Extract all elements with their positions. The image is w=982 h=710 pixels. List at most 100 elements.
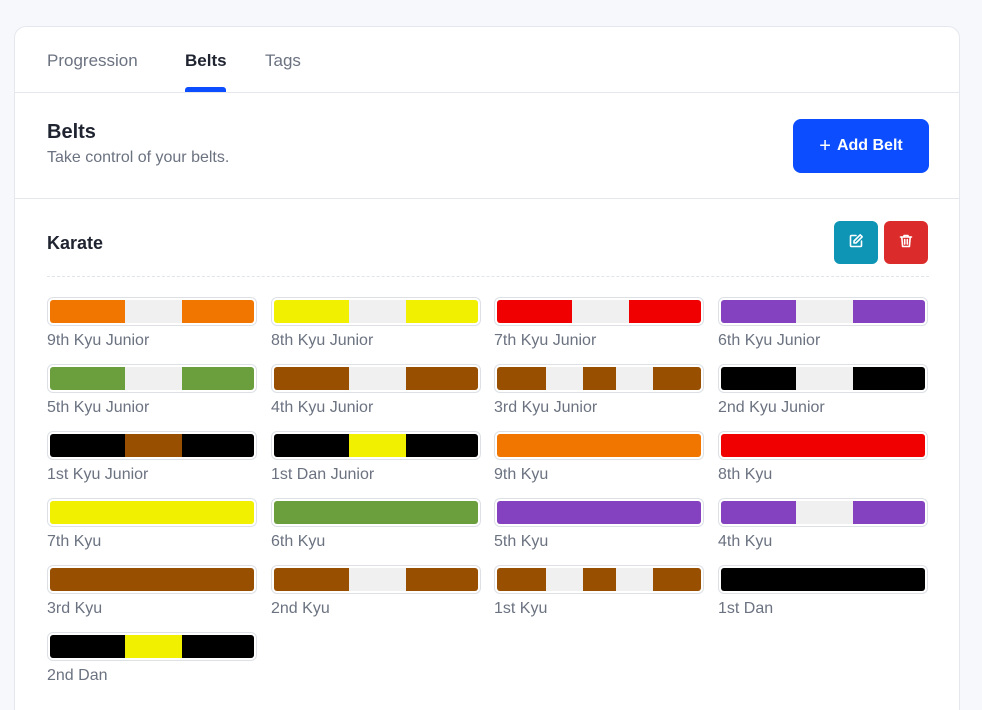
belt-label: 2nd Kyu	[271, 600, 330, 617]
belt-shade	[497, 501, 701, 524]
belt-item[interactable]: 4th Kyu Junior	[271, 364, 481, 417]
belt-shade	[497, 300, 701, 323]
belt-label: 7th Kyu Junior	[494, 332, 597, 349]
belt-item[interactable]: 7th Kyu Junior	[494, 297, 704, 350]
belt-shade	[274, 300, 478, 323]
edit-icon	[848, 233, 864, 252]
belt-item[interactable]: 7th Kyu	[47, 498, 257, 551]
belt-label: 1st Dan Junior	[271, 466, 375, 483]
add-belt-button[interactable]: + Add Belt	[793, 119, 929, 173]
belt-shade	[274, 434, 478, 457]
active-tab-indicator	[185, 87, 226, 92]
belt-item[interactable]: 2nd Kyu Junior	[718, 364, 928, 417]
trash-icon	[898, 233, 914, 252]
belt-label: 6th Kyu Junior	[718, 332, 821, 349]
belt-shade	[497, 367, 701, 390]
belt-shade	[50, 568, 254, 591]
belt-item[interactable]: 3rd Kyu	[47, 565, 257, 618]
belt-item[interactable]: 2nd Dan	[47, 632, 257, 685]
belts-card: Progression Belts Tags Belts Take contro…	[14, 26, 960, 710]
belt-swatch	[47, 364, 257, 393]
belt-item[interactable]: 1st Kyu	[494, 565, 704, 618]
belt-label: 4th Kyu Junior	[271, 399, 374, 416]
edit-group-button[interactable]	[834, 221, 878, 264]
delete-group-button[interactable]	[884, 221, 928, 264]
belt-swatch	[718, 297, 928, 326]
belt-swatch	[271, 297, 481, 326]
belt-label: 8th Kyu	[718, 466, 773, 483]
belt-swatch	[47, 297, 257, 326]
belt-item[interactable]: 9th Kyu	[494, 431, 704, 484]
belt-item[interactable]: 8th Kyu	[718, 431, 928, 484]
belt-swatch	[494, 498, 704, 527]
belt-swatch	[494, 565, 704, 594]
belt-label: 9th Kyu Junior	[47, 332, 150, 349]
belt-label: 6th Kyu	[271, 533, 326, 550]
add-belt-label: Add Belt	[836, 137, 903, 154]
tab-progression[interactable]: Progression	[47, 51, 138, 70]
belt-item[interactable]: 5th Kyu	[494, 498, 704, 551]
belt-label: 2nd Kyu Junior	[718, 399, 825, 416]
belt-shade	[274, 568, 478, 591]
belt-swatch	[47, 431, 257, 460]
belt-shade	[50, 300, 254, 323]
belt-label: 4th Kyu	[718, 533, 773, 550]
belt-label: 1st Kyu	[494, 600, 548, 617]
belt-item[interactable]: 4th Kyu	[718, 498, 928, 551]
belt-item[interactable]: 6th Kyu Junior	[718, 297, 928, 350]
belt-label: 5th Kyu Junior	[47, 399, 150, 416]
belt-shade	[721, 367, 925, 390]
belt-swatch	[271, 565, 481, 594]
belt-shade	[50, 501, 254, 524]
belt-label: 1st Dan	[718, 600, 774, 617]
belt-shade	[497, 568, 701, 591]
belt-shade	[497, 434, 701, 457]
belt-item[interactable]: 8th Kyu Junior	[271, 297, 481, 350]
belt-label: 3rd Kyu	[47, 600, 103, 617]
belt-label: 8th Kyu Junior	[271, 332, 374, 349]
belt-swatch	[494, 297, 704, 326]
belt-swatch	[718, 431, 928, 460]
belt-shade	[721, 501, 925, 524]
belt-shade	[721, 300, 925, 323]
belt-swatch	[47, 565, 257, 594]
belt-shade	[721, 568, 925, 591]
belt-shade	[50, 635, 254, 658]
belt-shade	[274, 501, 478, 524]
belt-swatch	[271, 364, 481, 393]
plus-icon: +	[819, 135, 831, 157]
belt-label: 2nd Dan	[47, 667, 108, 684]
belt-swatch	[494, 431, 704, 460]
belt-label: 3rd Kyu Junior	[494, 399, 598, 416]
belt-swatch	[718, 565, 928, 594]
belt-group-title: Karate	[47, 233, 104, 253]
belt-shade	[721, 434, 925, 457]
group-divider	[47, 276, 929, 277]
belt-label: 1st Kyu Junior	[47, 466, 149, 483]
belt-item[interactable]: 3rd Kyu Junior	[494, 364, 704, 417]
belt-item[interactable]: 5th Kyu Junior	[47, 364, 257, 417]
belt-label: 9th Kyu	[494, 466, 549, 483]
tab-tags[interactable]: Tags	[265, 51, 301, 70]
belt-shade	[50, 367, 254, 390]
belt-swatch	[494, 364, 704, 393]
belt-shade	[50, 434, 254, 457]
tab-bar: Progression Belts Tags	[15, 27, 959, 93]
section-header: Belts Take control of your belts. + Add …	[15, 93, 959, 199]
belt-item[interactable]: 1st Dan Junior	[271, 431, 481, 484]
tab-belts[interactable]: Belts	[185, 51, 227, 70]
belt-item[interactable]: 1st Dan	[718, 565, 928, 618]
belt-swatch	[47, 632, 257, 661]
belt-item[interactable]: 2nd Kyu	[271, 565, 481, 618]
belt-item[interactable]: 6th Kyu	[271, 498, 481, 551]
page-subtitle: Take control of your belts.	[47, 149, 230, 166]
belt-swatch	[271, 431, 481, 460]
belt-label: 5th Kyu	[494, 533, 549, 550]
belt-swatch	[718, 498, 928, 527]
belt-swatch	[47, 498, 257, 527]
belt-swatch	[271, 498, 481, 527]
page-title: Belts	[47, 121, 96, 143]
belt-item[interactable]: 9th Kyu Junior	[47, 297, 257, 350]
belt-label: 7th Kyu	[47, 533, 102, 550]
belt-item[interactable]: 1st Kyu Junior	[47, 431, 257, 484]
